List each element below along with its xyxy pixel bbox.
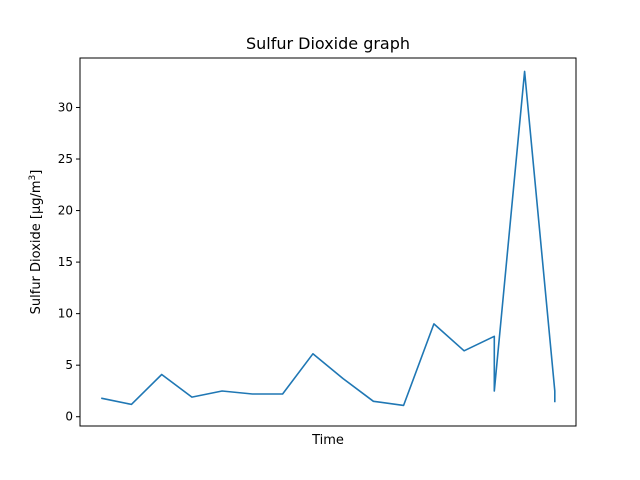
y-tick-label: 0 xyxy=(65,410,73,424)
y-axis-label-main: Sulfur Dioxide [μg/m xyxy=(29,180,44,314)
y-axis-label: Sulfur Dioxide [μg/m3] xyxy=(28,170,44,315)
series-line xyxy=(101,70,556,407)
y-tick-label: 25 xyxy=(58,152,73,166)
y-tick-label: 10 xyxy=(58,307,73,321)
x-axis-label: Time xyxy=(311,433,344,448)
y-ticks: 0 5 10 15 20 25 30 xyxy=(58,100,80,424)
y-axis-label-superscript: 3 xyxy=(28,175,38,181)
chart-title: Sulfur Dioxide graph xyxy=(246,34,410,53)
y-tick-label: 15 xyxy=(58,255,73,269)
y-tick-label: 5 xyxy=(65,358,73,372)
y-tick-label: 20 xyxy=(58,204,73,218)
plot-frame xyxy=(79,57,577,427)
y-tick-label: 30 xyxy=(58,100,73,114)
plot-lines xyxy=(101,70,556,407)
y-axis-label-end: ] xyxy=(29,170,44,175)
